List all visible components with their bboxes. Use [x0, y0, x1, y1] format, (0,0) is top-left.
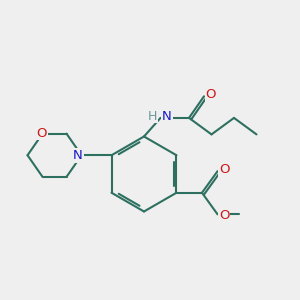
- Text: O: O: [37, 127, 47, 140]
- Text: O: O: [219, 209, 230, 222]
- Text: H: H: [147, 110, 157, 123]
- Text: O: O: [219, 164, 230, 176]
- Text: N: N: [162, 110, 172, 123]
- Text: O: O: [205, 88, 216, 101]
- Text: N: N: [73, 149, 83, 162]
